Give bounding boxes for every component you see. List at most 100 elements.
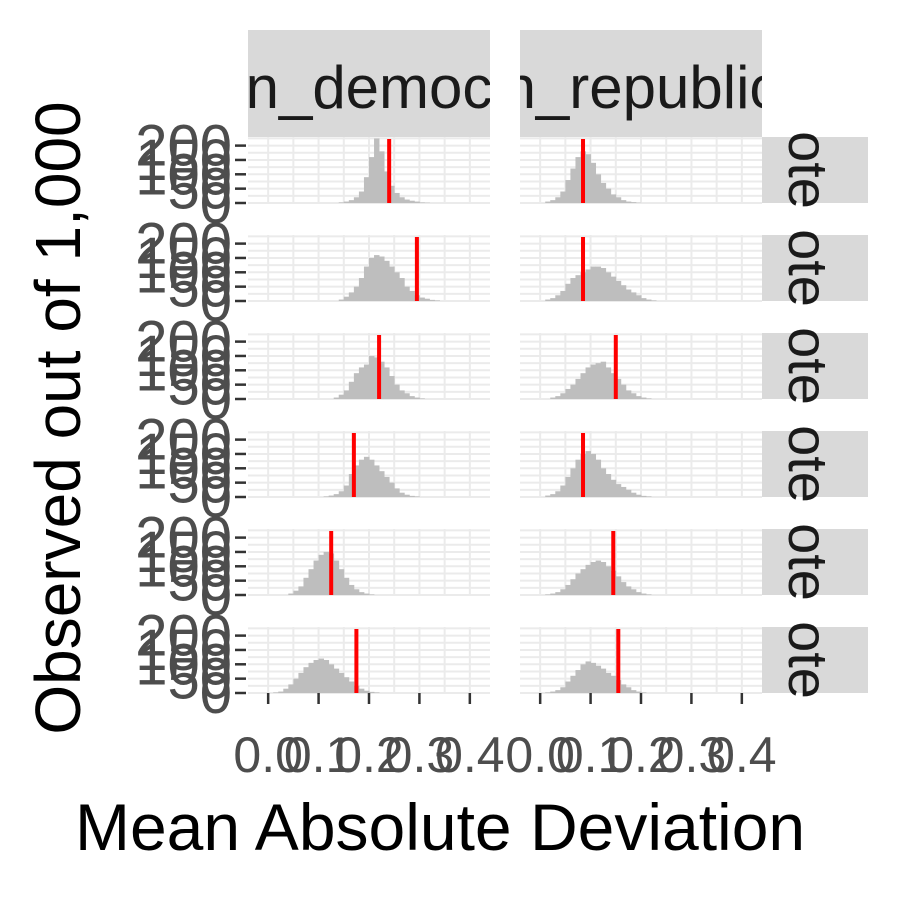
histogram-bar xyxy=(595,459,602,497)
histogram-bar xyxy=(565,681,571,693)
histogram-bar xyxy=(635,396,642,399)
row-strip-bg xyxy=(762,137,868,203)
histogram-bar xyxy=(615,197,622,203)
histogram-bar xyxy=(635,592,642,595)
histogram-bar xyxy=(560,485,566,497)
histogram-bar xyxy=(298,586,304,595)
histogram-bar xyxy=(338,202,345,203)
histogram-bar xyxy=(560,393,566,399)
histogram-bar xyxy=(389,185,395,203)
y-tick-label: 150 xyxy=(135,226,232,291)
histogram-bar xyxy=(389,482,395,497)
histogram-bar xyxy=(369,157,375,203)
row-strip-5: ote xyxy=(762,621,868,699)
histogram-bar xyxy=(560,191,566,203)
x-tick-label: 0.2 xyxy=(606,727,676,783)
histogram-bar xyxy=(318,554,325,595)
row-strip-bg xyxy=(762,431,868,497)
histogram-bar xyxy=(353,373,360,399)
row-strip-bg xyxy=(762,627,868,693)
histogram-bar xyxy=(570,675,576,693)
histogram-bar xyxy=(630,393,637,399)
histogram-bar xyxy=(333,494,340,497)
histogram-bar xyxy=(399,390,405,399)
x-tick-label: 0.2 xyxy=(334,727,404,783)
histogram-bar xyxy=(625,390,632,399)
histogram-bar xyxy=(323,660,330,693)
histogram-bar xyxy=(630,690,637,693)
histogram-bar xyxy=(338,569,345,595)
x-tick-label: 0.3 xyxy=(385,727,455,783)
histogram-bar xyxy=(409,495,415,497)
histogram-bar xyxy=(313,560,319,595)
histogram-bar xyxy=(585,154,591,203)
histogram-bar xyxy=(308,662,314,693)
histogram-bar xyxy=(394,272,400,301)
histogram-bar xyxy=(358,459,365,497)
histogram-bar xyxy=(620,384,627,399)
histogram-bar xyxy=(343,577,350,595)
histogram-bar xyxy=(630,589,637,595)
histogram-bar xyxy=(605,672,612,693)
histogram-bar xyxy=(323,551,330,595)
histogram-bar xyxy=(550,298,556,301)
row-strip-4: ote xyxy=(762,523,868,601)
histogram-bar xyxy=(379,471,385,497)
histogram-bar xyxy=(605,566,612,595)
histogram-bar xyxy=(358,592,365,595)
histogram-bar xyxy=(374,465,380,497)
histogram-bar xyxy=(641,298,647,301)
histogram-bar xyxy=(651,300,657,301)
histogram-bar xyxy=(363,266,370,301)
histogram-bar xyxy=(600,361,607,399)
histogram-bar xyxy=(625,201,632,203)
histogram-bar xyxy=(600,468,607,497)
histogram-bar xyxy=(625,289,632,301)
histogram-bar xyxy=(600,668,607,693)
row-strip-label: ote xyxy=(777,327,840,405)
histogram-bar xyxy=(399,278,405,301)
histogram-bar xyxy=(328,664,335,693)
histogram-bar xyxy=(575,157,581,203)
panel-r0-c0 xyxy=(248,137,490,204)
histogram-bar xyxy=(620,486,627,497)
histogram-bar xyxy=(575,670,581,693)
panel-r4-c0 xyxy=(248,529,490,596)
histogram-bar xyxy=(545,201,551,203)
y-tick-label: 50 xyxy=(167,157,232,222)
y-tick-label: 100 xyxy=(135,436,232,501)
histogram-bar xyxy=(394,384,400,399)
histogram-bar xyxy=(363,456,370,497)
row-strips: ote ote ote ote ote ote xyxy=(762,131,868,699)
histogram-bar xyxy=(409,396,415,399)
column-strip-label: n_democ xyxy=(246,54,493,121)
column-strip-bg xyxy=(248,30,490,137)
histogram-bar xyxy=(328,495,335,497)
y-tick-label: 50 xyxy=(167,353,232,418)
histogram-bar xyxy=(625,687,632,693)
y-tick-label: 150 xyxy=(135,128,232,193)
x-tick-label: 0.1 xyxy=(556,727,626,783)
histogram-bar xyxy=(358,278,365,301)
histogram-bar xyxy=(313,660,319,693)
histogram-bar xyxy=(288,593,294,595)
histogram-bar xyxy=(338,299,345,301)
y-tick-label: 0 xyxy=(200,563,232,628)
y-tick-label: 150 xyxy=(135,520,232,585)
histogram-bar xyxy=(545,299,551,301)
histogram-bar xyxy=(550,593,556,595)
column-strip-label: n_republic xyxy=(503,54,780,121)
histogram-bar xyxy=(570,384,576,399)
histogram-bar xyxy=(605,367,612,399)
histogram-bar xyxy=(363,177,370,203)
histogram-bar xyxy=(570,278,576,301)
y-tick-label: 0 xyxy=(200,171,232,236)
histogram-bar xyxy=(384,476,390,497)
histogram-bar xyxy=(620,582,627,595)
histogram-bar xyxy=(369,257,375,301)
histogram-bar xyxy=(590,662,597,693)
y-axis-ticks: 0501001502000501001502000501001502000501… xyxy=(135,114,246,726)
x-tick-label: 0.1 xyxy=(284,727,354,783)
histogram-bar xyxy=(575,459,581,497)
histogram-bar xyxy=(293,590,299,595)
